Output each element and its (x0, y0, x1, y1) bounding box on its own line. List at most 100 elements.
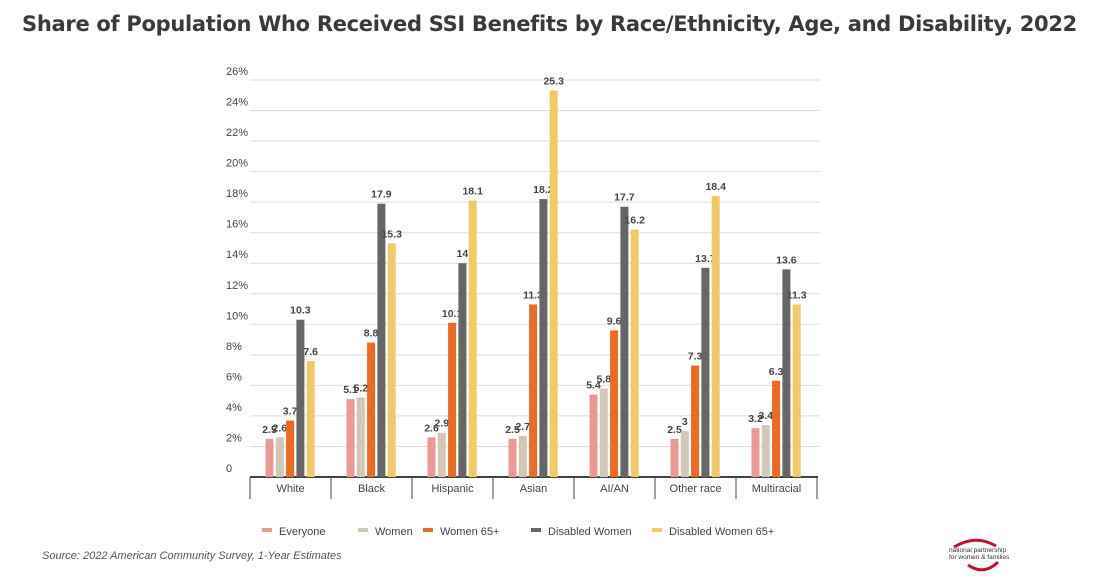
data-label: 5.8 (596, 373, 611, 385)
x-tick-label: Multiracial (752, 483, 802, 495)
bar (772, 380, 781, 477)
bar (620, 206, 629, 477)
bar (630, 229, 639, 477)
y-tick-label: 18% (226, 188, 248, 200)
source-note: Source: 2022 American Community Survey, … (42, 550, 342, 562)
data-label: 2.7 (515, 421, 530, 433)
x-tick-label: AI/AN (600, 483, 629, 495)
bar (448, 322, 457, 477)
x-tick-label: Other race (670, 483, 722, 495)
bar (599, 388, 608, 477)
data-label: 2.5 (667, 424, 682, 436)
bar (701, 267, 710, 477)
legend-swatch (652, 528, 662, 532)
bar (539, 199, 548, 477)
data-label: 18.2 (533, 184, 554, 196)
bar (296, 319, 305, 477)
data-label: 17.7 (614, 192, 635, 204)
data-label: 10.1 (442, 308, 463, 320)
x-tick-label: Hispanic (431, 483, 474, 495)
legend-label: Everyone (279, 526, 325, 538)
data-label: 5.2 (353, 383, 368, 395)
data-label: 17.9 (371, 189, 392, 201)
data-label: 6.3 (769, 366, 784, 378)
data-label: 7.6 (303, 346, 318, 358)
x-tick-label: Black (358, 483, 385, 495)
bar (782, 269, 791, 477)
y-tick-label: 20% (226, 158, 248, 170)
y-tick-label: 0 (226, 463, 232, 475)
bar (427, 437, 436, 477)
bar (549, 90, 558, 477)
data-label: 18.4 (705, 181, 726, 193)
logo-arc-icon (953, 538, 1000, 572)
bar (670, 438, 679, 477)
y-tick-label: 8% (226, 341, 242, 353)
data-label: 16.2 (624, 215, 645, 227)
y-tick-label: 4% (226, 402, 242, 414)
legend-label: Women (375, 526, 413, 538)
data-label: 2.5 (505, 424, 520, 436)
bar (275, 437, 284, 477)
legend-swatch (423, 528, 433, 532)
y-tick-label: 10% (226, 310, 248, 322)
data-label: 13.7 (695, 253, 716, 265)
y-tick-label: 22% (226, 127, 248, 139)
data-label: 7.3 (688, 351, 703, 363)
x-tick-label: White (276, 483, 304, 495)
data-label: 10.3 (290, 305, 311, 317)
y-tick-label: 14% (226, 249, 248, 261)
bar (518, 435, 527, 477)
bar (458, 263, 467, 477)
data-label: 3.2 (748, 413, 763, 425)
data-label: 2.6 (424, 422, 439, 434)
bar (691, 365, 700, 477)
logo-text: national partnership for women & families (949, 547, 1010, 561)
bar (610, 330, 619, 477)
bar (265, 438, 274, 477)
data-label: 11.3 (523, 289, 543, 301)
bar (529, 304, 538, 477)
bar (589, 394, 598, 477)
bar (468, 200, 477, 477)
data-label: 3 (682, 416, 688, 428)
bar (377, 203, 386, 477)
chart-title: Share of Population Who Received SSI Ben… (22, 12, 1077, 36)
bar (711, 196, 720, 478)
data-label: 3.7 (283, 406, 298, 418)
data-label: 15.3 (381, 228, 402, 240)
y-tick-label: 2% (226, 432, 242, 444)
bar (792, 304, 801, 477)
data-label: 14 (457, 248, 469, 260)
data-label: 3.4 (758, 410, 773, 422)
legend-label: Disabled Women (548, 526, 632, 538)
bar (306, 360, 315, 477)
bar (680, 431, 689, 477)
legend-label: Disabled Women 65+ (669, 526, 774, 538)
y-tick-label: 6% (226, 371, 242, 383)
data-label: 2.5 (262, 424, 277, 436)
data-label: 18.1 (462, 186, 483, 198)
data-label: 8.8 (364, 328, 379, 340)
bar (367, 342, 376, 477)
legend-swatch (531, 528, 541, 532)
data-label: 13.6 (776, 254, 797, 266)
data-label: 25.3 (543, 76, 564, 88)
bar (346, 399, 355, 477)
legend-swatch (358, 528, 368, 532)
data-label: 2.6 (272, 422, 287, 434)
y-tick-label: 12% (226, 280, 248, 292)
bar (751, 428, 760, 477)
data-label: 5.1 (343, 384, 358, 396)
bar (356, 397, 365, 477)
bar (508, 438, 517, 477)
data-label: 11.3 (787, 289, 807, 301)
bar (286, 420, 295, 477)
y-tick-label: 24% (226, 97, 248, 109)
bar (761, 425, 770, 477)
bar (387, 243, 396, 477)
data-label: 9.6 (607, 315, 622, 327)
bar (437, 432, 446, 477)
legend-label: Women 65+ (440, 526, 499, 538)
